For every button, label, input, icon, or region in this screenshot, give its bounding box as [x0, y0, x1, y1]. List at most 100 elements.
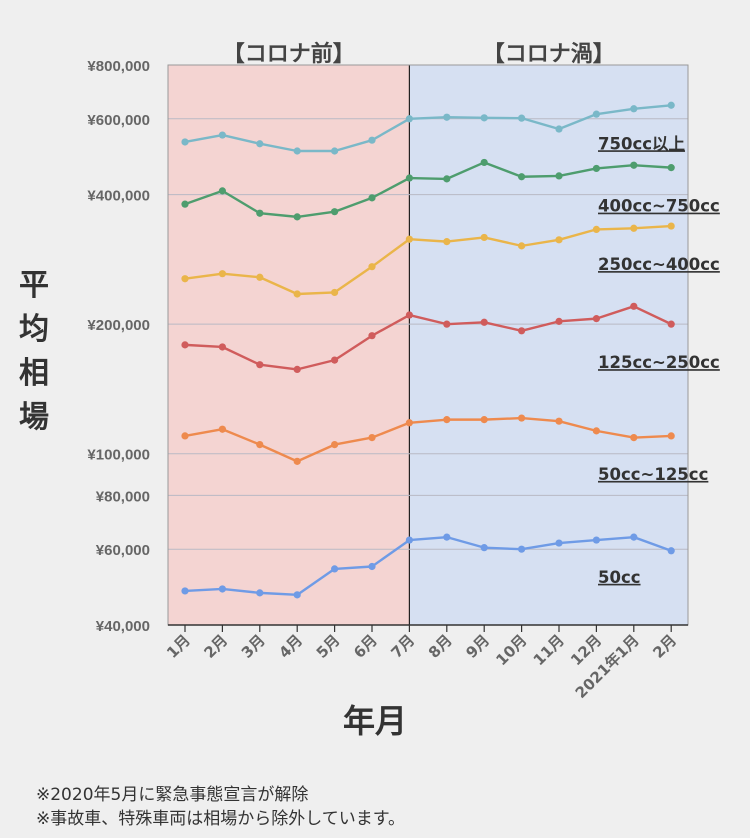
data-point [256, 361, 264, 369]
data-point [293, 365, 301, 373]
data-point [331, 440, 339, 449]
y-tick-label: ¥40,000 [96, 618, 150, 635]
y-tick-label: ¥100,000 [87, 447, 150, 464]
data-point [181, 341, 189, 349]
region-2 [409, 65, 688, 625]
data-point [667, 547, 675, 555]
series-label: 400cc~750cc [598, 197, 720, 216]
y-axis: ¥800,000 ¥600,000 ¥400,000 ¥200,000 ¥100,000… [87, 58, 150, 635]
series-line [184, 104, 672, 153]
data-point [218, 585, 226, 593]
data-point [518, 545, 526, 553]
x-tick-label: 11月 [530, 631, 568, 669]
data-point [518, 242, 526, 250]
series-group [181, 101, 675, 599]
data-point [405, 311, 413, 319]
line-chart: 【コロナ前】 【コロナ渦】 ¥800,000 ¥600,000 ¥400,000 ¥20… [19, 41, 720, 740]
data-point [518, 173, 526, 181]
data-point [518, 114, 526, 122]
data-point [667, 432, 675, 440]
data-point [293, 591, 301, 599]
footnotes: ※2020年5月に緊急事態宣言が解除 ※事故車、特殊車両は相場から除外しています… [36, 783, 405, 831]
data-point [218, 343, 226, 351]
series-line [184, 305, 672, 371]
series-4 [181, 302, 675, 373]
data-point [256, 140, 264, 148]
series-2 [181, 158, 675, 221]
data-point [630, 302, 638, 310]
data-point [630, 161, 638, 169]
data-point [518, 327, 526, 335]
x-tick-label: 2月 [201, 631, 232, 662]
data-point [405, 419, 413, 427]
series-label: 750cc以上 [598, 134, 685, 153]
data-point [480, 233, 488, 242]
x-tick-label: 10月 [492, 631, 530, 669]
y-axis-title: 平均相場 [19, 268, 49, 435]
data-point [592, 427, 601, 435]
data-point [443, 113, 451, 121]
data-point [256, 273, 264, 281]
data-point [181, 138, 189, 146]
series-labels: 750cc以上 400cc~750cc 250cc~400cc 125cc~250cc… [598, 134, 720, 587]
data-point [368, 136, 376, 144]
data-point [181, 432, 189, 440]
series-label: 250cc~400cc [598, 255, 720, 274]
data-point [555, 317, 563, 325]
data-point [293, 457, 301, 465]
data-point [405, 235, 413, 243]
data-point [181, 200, 189, 208]
y-tick-label: ¥200,000 [87, 317, 150, 334]
data-point [667, 101, 675, 109]
x-tick-label: 1月 [163, 631, 194, 662]
series-line [184, 535, 672, 597]
data-point [368, 562, 376, 571]
y-axis-title-char: 平 [19, 268, 49, 303]
data-point [555, 539, 563, 547]
data-point [555, 236, 563, 244]
series-label: 50cc~125cc [598, 465, 708, 484]
data-point [555, 417, 563, 425]
data-point [331, 208, 339, 216]
data-point [405, 115, 413, 123]
data-point [518, 414, 526, 422]
x-axis-title: 年月 [343, 702, 407, 740]
data-point [331, 565, 339, 573]
data-point [368, 434, 376, 442]
y-axis-title-char: 場 [19, 400, 49, 435]
data-point [293, 290, 301, 298]
series-6 [181, 533, 675, 599]
x-tick-label: 6月 [350, 631, 381, 662]
data-point [256, 209, 264, 217]
data-point [256, 589, 264, 597]
series-line [184, 224, 672, 296]
series-line [184, 161, 672, 219]
data-point [592, 225, 601, 234]
series-label: 125cc~250cc [598, 353, 720, 372]
data-point [443, 416, 451, 424]
data-point [368, 263, 376, 271]
data-point [218, 187, 226, 195]
data-point [443, 238, 451, 246]
data-point [630, 224, 638, 232]
data-point [331, 356, 339, 364]
data-point [480, 416, 488, 424]
y-tick-label: ¥80,000 [96, 488, 150, 505]
x-tick-label: 4月 [275, 631, 306, 662]
data-point [218, 270, 226, 278]
data-point [592, 536, 601, 544]
data-point [181, 587, 189, 595]
data-point [667, 164, 675, 172]
data-point [256, 440, 264, 449]
region-label-1: 【コロナ前】 [223, 41, 355, 67]
data-point [592, 164, 601, 173]
x-tick-label: 9月 [462, 631, 493, 662]
data-point [368, 332, 376, 340]
region-label-2: 【コロナ渦】 [483, 42, 615, 67]
series-label: 50cc [598, 568, 641, 587]
y-axis-title-char: 均 [19, 312, 49, 347]
y-tick-label: ¥600,000 [87, 112, 150, 129]
y-tick-label: ¥400,000 [87, 188, 150, 205]
data-point [368, 194, 376, 202]
